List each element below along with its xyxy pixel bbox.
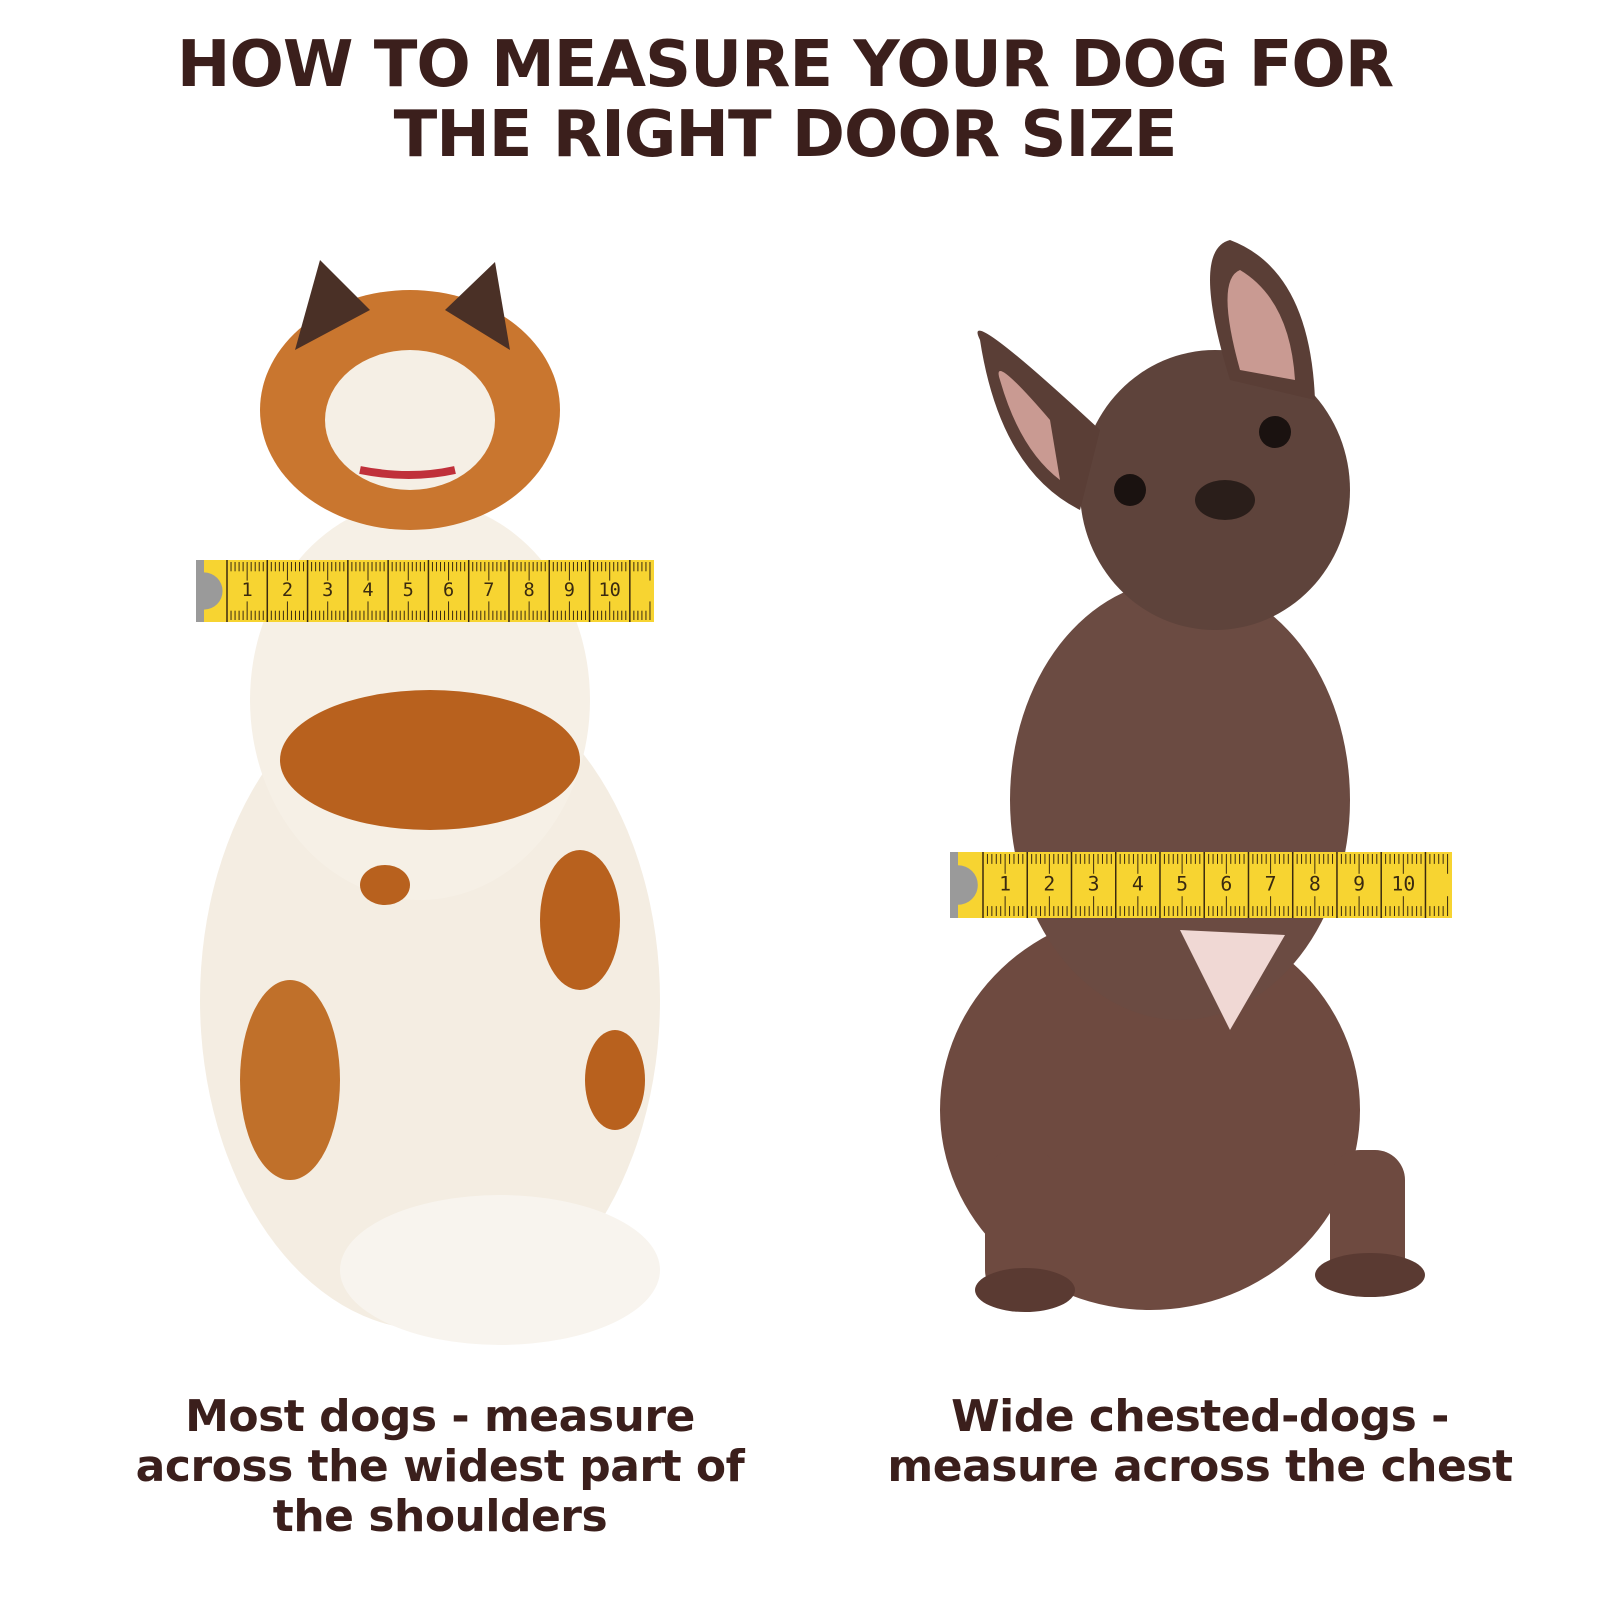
caption-most-dogs: Most dogs - measure across the widest pa… xyxy=(110,1392,770,1542)
dog-back-view-image xyxy=(200,260,660,1345)
tape-end-cap xyxy=(196,560,204,622)
tape-end-cap xyxy=(950,852,958,918)
tape-number: 4 xyxy=(362,580,373,601)
tape-measure-shoulders: 1 2 3 4 5 6 7 8 9 10 xyxy=(196,560,654,622)
caption-right-line-2: measure across the chest xyxy=(887,1441,1513,1492)
tape-number: 2 xyxy=(282,580,293,601)
caption-left-line-2: across the widest part of xyxy=(135,1441,745,1492)
tape-number: 2 xyxy=(1043,872,1055,895)
tape-number: 6 xyxy=(1220,872,1232,895)
tape-hook xyxy=(204,572,223,610)
tape-number: 5 xyxy=(1176,872,1188,895)
tape-number: 9 xyxy=(1353,872,1365,895)
caption-left-line-3: the shoulders xyxy=(272,1491,608,1542)
tape-number: 7 xyxy=(1265,872,1277,895)
tape-number: 1 xyxy=(999,872,1011,895)
title-line-1: HOW TO MEASURE YOUR DOG FOR xyxy=(176,28,1394,102)
tape-number: 1 xyxy=(242,580,253,601)
french-bulldog-image xyxy=(940,240,1425,1312)
tape-number: 10 xyxy=(1391,872,1415,895)
tape-number: 6 xyxy=(443,580,454,601)
tape-number: 7 xyxy=(483,580,494,601)
tape-number: 8 xyxy=(524,580,535,601)
tape-number: 3 xyxy=(1088,872,1100,895)
tape-number: 8 xyxy=(1309,872,1321,895)
page-title: HOW TO MEASURE YOUR DOG FOR THE RIGHT DO… xyxy=(0,30,1570,170)
tape-number: 5 xyxy=(403,580,414,601)
caption-left-line-1: Most dogs - measure xyxy=(185,1391,695,1442)
caption-wide-chested-dogs: Wide chested-dogs - measure across the c… xyxy=(860,1392,1540,1492)
tape-hook xyxy=(958,865,978,905)
tape-measure-chest: 1 2 3 4 5 6 7 8 9 10 xyxy=(950,852,1452,918)
tape-number: 10 xyxy=(598,580,620,601)
tape-number: 3 xyxy=(322,580,333,601)
caption-right-line-1: Wide chested-dogs - xyxy=(951,1391,1449,1442)
title-line-2: THE RIGHT DOOR SIZE xyxy=(393,98,1178,172)
tape-number: 9 xyxy=(564,580,575,601)
tape-number: 4 xyxy=(1132,872,1144,895)
